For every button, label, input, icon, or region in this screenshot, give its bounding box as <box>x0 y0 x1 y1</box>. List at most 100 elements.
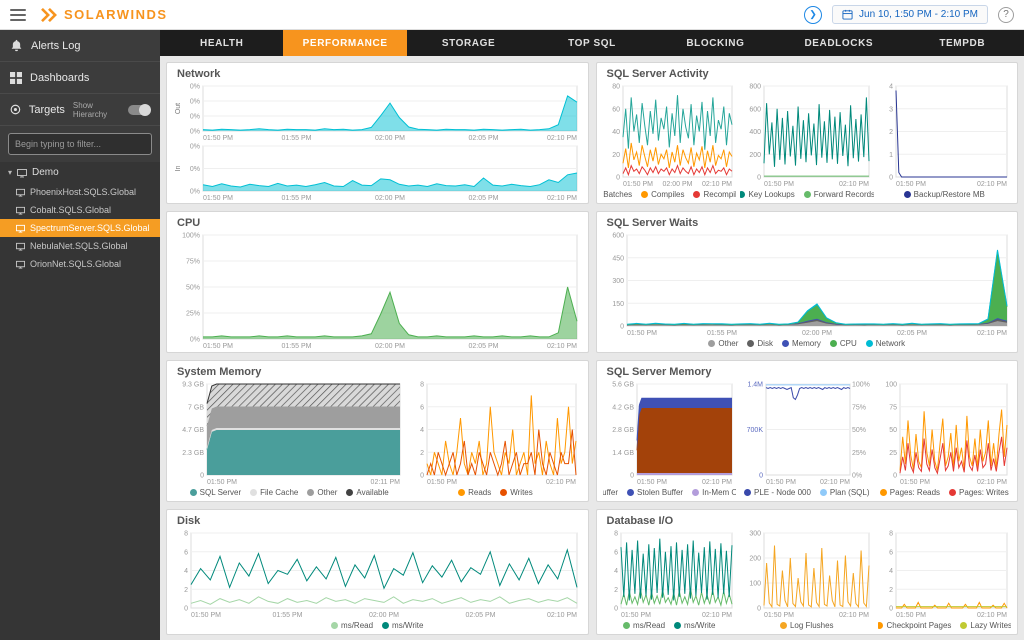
svg-text:01:55 PM: 01:55 PM <box>282 135 312 142</box>
tree-node-nebulanet[interactable]: NebulaNet.SQLS.Global <box>0 237 160 255</box>
svg-text:0: 0 <box>616 175 620 182</box>
panel-sql-server-memory: SQL Server Memory 0 1.4 GB 2.8 GB 4.2 GB 5.6… <box>595 360 1018 502</box>
svg-text:01:50 PM: 01:50 PM <box>766 479 796 486</box>
svg-text:02:05 PM: 02:05 PM <box>469 343 499 350</box>
svg-text:4.2 GB: 4.2 GB <box>612 404 634 411</box>
svg-text:01:50 PM: 01:50 PM <box>623 181 653 188</box>
tab-blocking[interactable]: BLOCKING <box>686 37 745 49</box>
filter-input[interactable] <box>9 134 151 154</box>
svg-text:25: 25 <box>889 450 897 457</box>
svg-text:4: 4 <box>614 568 618 575</box>
svg-text:600: 600 <box>749 106 761 113</box>
svg-text:6: 6 <box>420 404 424 411</box>
svg-text:0: 0 <box>889 175 893 182</box>
legend-item: PLE - Node 000 <box>743 488 811 497</box>
memory-reads-writes-chart: 0 2 4 6 8 01:50 PM 02:10 PM <box>409 380 581 486</box>
menu-icon[interactable] <box>10 8 26 21</box>
targets-tree: ▾ Demo PhoenixHost.SQLS.Global Cobalt.SQ… <box>0 162 160 640</box>
legend-item: Buffer <box>603 488 618 497</box>
tree-node-spectrumserver[interactable]: SpectrumServer.SQLS.Global <box>0 219 160 237</box>
legend-item: Key Lookups <box>740 190 795 199</box>
svg-text:0%: 0% <box>190 84 200 91</box>
activity-backup-chart: 0 1 2 3 4 01:50 PM 02:10 PM <box>878 82 1012 188</box>
svg-text:02:10 PM: 02:10 PM <box>702 479 732 486</box>
alerts-log-label: Alerts Log <box>31 39 81 52</box>
bell-icon <box>11 39 22 52</box>
log-flushes-chart: 0 100 200 300 01:50 PM 02:10 PM <box>740 529 874 619</box>
svg-text:100%: 100% <box>852 382 870 389</box>
svg-text:8: 8 <box>184 531 188 538</box>
legend-item: Stolen Buffer <box>626 488 683 497</box>
server-icon <box>16 206 25 215</box>
legend-item: Reads <box>458 488 491 497</box>
svg-text:2.3 GB: 2.3 GB <box>182 450 204 457</box>
legend-item: Lazy Writes <box>960 621 1011 630</box>
tab-performance[interactable]: PERFORMANCE <box>283 30 407 56</box>
legend-item: Disk <box>747 339 773 348</box>
svg-text:02:00 PM: 02:00 PM <box>369 612 399 619</box>
activity-batches-chart: 0 20 40 60 80 01:50 PM 02:00 PM 02:10 PM <box>603 82 737 188</box>
tab-health[interactable]: HEALTH <box>200 37 244 49</box>
sidebar-item-targets[interactable]: Targets Show Hierarchy <box>0 94 160 126</box>
help-icon[interactable]: ? <box>998 6 1014 23</box>
svg-text:50%: 50% <box>186 285 200 292</box>
svg-text:0: 0 <box>759 473 763 480</box>
legend-item: ms/Read <box>331 621 373 630</box>
svg-text:0%: 0% <box>190 166 200 173</box>
svg-text:300: 300 <box>612 278 624 285</box>
svg-text:200: 200 <box>749 556 761 563</box>
checkpoint-legend: Checkpoint Pages Lazy Writes <box>877 619 1011 632</box>
buffer-stacked-chart: 0 1.4 GB 2.8 GB 4.2 GB 5.6 GB 01:50 PM 02:10 P… <box>603 380 737 486</box>
topbar: SOLARWINDS ❯ Jun 10, 1:50 PM - 2:10 PM ? <box>0 0 1024 30</box>
svg-text:02:10 PM: 02:10 PM <box>839 612 869 619</box>
tree-node-phoenixhost[interactable]: PhoenixHost.SQLS.Global <box>0 183 160 201</box>
pages-chart: 0 25 50 75 100 01:50 PM 02:10 PM <box>878 380 1012 486</box>
tree-root-demo[interactable]: ▾ Demo <box>0 162 160 183</box>
svg-text:02:00 PM: 02:00 PM <box>375 135 405 142</box>
svg-text:02:10 PM: 02:10 PM <box>977 612 1007 619</box>
panel-title-sysmem: System Memory <box>177 366 262 378</box>
svg-text:02:10 PM: 02:10 PM <box>977 330 1007 337</box>
svg-text:2: 2 <box>420 450 424 457</box>
waits-chart: 0 150 300 450 600 01:50 PM 01:55 PM 02:00 PM 02:… <box>603 231 1012 337</box>
dbio-latency-legend: ms/Read ms/Write <box>603 619 737 632</box>
tree-node-cobalt[interactable]: Cobalt.SQLS.Global <box>0 201 160 219</box>
server-icon <box>16 242 25 251</box>
sidebar-item-dashboards[interactable]: Dashboards <box>0 62 160 94</box>
svg-text:02:00 PM: 02:00 PM <box>375 343 405 350</box>
sidebar-item-alerts-log[interactable]: Alerts Log <box>0 30 160 62</box>
tree-node-orionnet[interactable]: OrionNet.SQLS.Global <box>0 255 160 273</box>
svg-text:0%: 0% <box>190 188 200 195</box>
dashboards-label: Dashboards <box>30 71 90 84</box>
tab-tempdb[interactable]: TEMPDB <box>939 37 986 49</box>
checkpoint-chart: 0 2 4 6 8 01:50 PM 02:10 PM <box>878 529 1012 619</box>
svg-text:01:50 PM: 01:50 PM <box>203 135 233 142</box>
date-range-button[interactable]: Jun 10, 1:50 PM - 2:10 PM <box>832 5 988 24</box>
svg-text:01:55 PM: 01:55 PM <box>273 612 303 619</box>
svg-text:50: 50 <box>889 427 897 434</box>
svg-text:2: 2 <box>889 129 893 136</box>
tab-storage[interactable]: STORAGE <box>441 37 496 49</box>
legend-item: Other <box>708 339 738 348</box>
expand-panel-icon[interactable]: ❯ <box>804 5 823 24</box>
tab-top-sql[interactable]: TOP SQL <box>568 37 616 49</box>
show-hierarchy-toggle[interactable] <box>128 103 151 116</box>
svg-text:2: 2 <box>184 587 188 594</box>
svg-text:0: 0 <box>614 606 618 613</box>
filter-box <box>8 133 152 155</box>
svg-text:7 GB: 7 GB <box>188 404 204 411</box>
svg-text:0: 0 <box>630 473 634 480</box>
svg-text:0: 0 <box>893 473 897 480</box>
svg-text:8: 8 <box>420 382 424 389</box>
svg-text:0%: 0% <box>190 337 200 344</box>
svg-text:25%: 25% <box>852 450 866 457</box>
svg-text:0%: 0% <box>852 473 862 480</box>
svg-text:01:55 PM: 01:55 PM <box>707 330 737 337</box>
svg-text:02:00 PM: 02:00 PM <box>802 330 832 337</box>
svg-text:5.6 GB: 5.6 GB <box>612 382 634 389</box>
disk-legend: ms/Read ms/Write <box>173 619 582 632</box>
svg-text:Out: Out <box>175 103 182 114</box>
tab-deadlocks[interactable]: DEADLOCKS <box>804 37 874 49</box>
legend-item: Pages: Writes <box>949 488 1009 497</box>
svg-text:450: 450 <box>612 255 624 262</box>
